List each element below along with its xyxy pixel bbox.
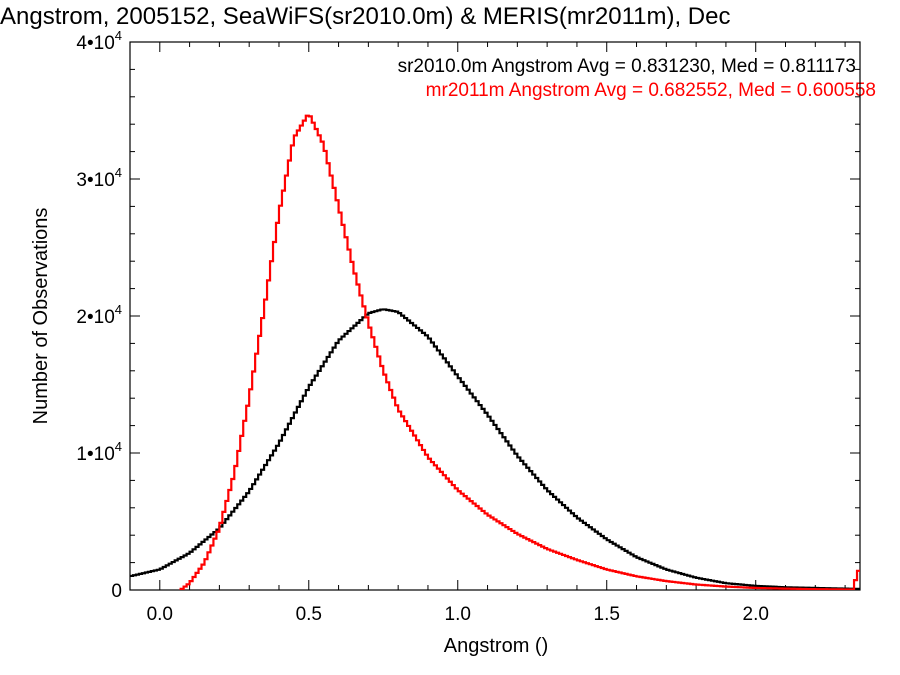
x-tick-label: 2.0 <box>743 604 769 625</box>
y-tick-base: 4•10 <box>76 33 114 54</box>
y-tick-label: 1•104 <box>76 439 122 465</box>
x-tick-label: 1.0 <box>445 604 471 625</box>
y-tick-exponent: 4 <box>115 165 122 180</box>
series-line-sr2010.0m <box>130 308 860 590</box>
y-tick-label: 4•104 <box>76 28 122 54</box>
y-tick-base: 2•10 <box>76 307 114 328</box>
plot-frame <box>129 41 861 591</box>
y-tick-base: 3•10 <box>76 170 114 191</box>
y-axis-label: Number of Observations <box>30 208 52 425</box>
x-tick-label: 1.5 <box>594 604 620 625</box>
chart-title: Angstrom, 2005152, SeaWiFS(sr2010.0m) & … <box>0 3 730 30</box>
y-tick-base: 1•10 <box>76 444 114 465</box>
y-tick-exponent: 4 <box>115 302 122 317</box>
y-tick-label: 3•104 <box>76 165 122 191</box>
y-tick-exponent: 4 <box>115 439 122 454</box>
series-annotation-mr2011: mr2011m Angstrom Avg = 0.682552, Med = 0… <box>426 80 876 101</box>
x-tick-label: 0.0 <box>147 604 173 625</box>
series-line-mr2011m <box>179 114 860 590</box>
x-axis-label: Angstrom () <box>444 635 548 657</box>
series-annotation-sr2010: sr2010.0m Angstrom Avg = 0.831230, Med =… <box>398 56 856 77</box>
y-tick-label: 0 <box>111 581 122 602</box>
y-tick-base: 0 <box>111 581 122 602</box>
x-tick-label: 0.5 <box>296 604 322 625</box>
y-tick-exponent: 4 <box>115 28 122 43</box>
y-tick-label: 2•104 <box>76 302 122 328</box>
